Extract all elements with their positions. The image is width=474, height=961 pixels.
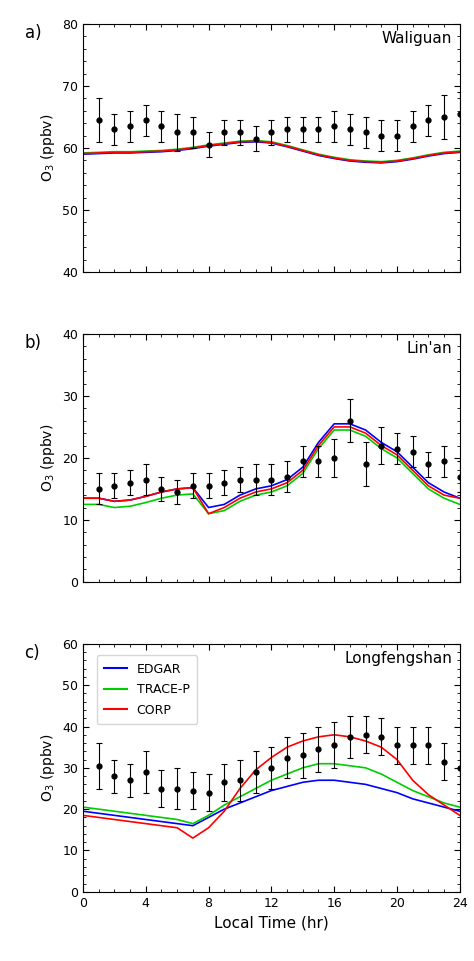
Text: Longfengshan: Longfengshan [345,652,452,666]
Text: a): a) [25,24,41,42]
Text: Lin'an: Lin'an [407,341,452,357]
Text: Waliguan: Waliguan [382,32,452,46]
Y-axis label: O$_3$ (ppbv): O$_3$ (ppbv) [39,424,57,492]
Y-axis label: O$_3$ (ppbv): O$_3$ (ppbv) [38,113,56,183]
Legend: EDGAR, TRACE-P, CORP: EDGAR, TRACE-P, CORP [97,655,197,724]
Text: c): c) [25,644,40,662]
Text: b): b) [25,333,42,352]
Y-axis label: O$_3$ (ppbv): O$_3$ (ppbv) [38,733,56,802]
X-axis label: Local Time (hr): Local Time (hr) [214,915,329,930]
